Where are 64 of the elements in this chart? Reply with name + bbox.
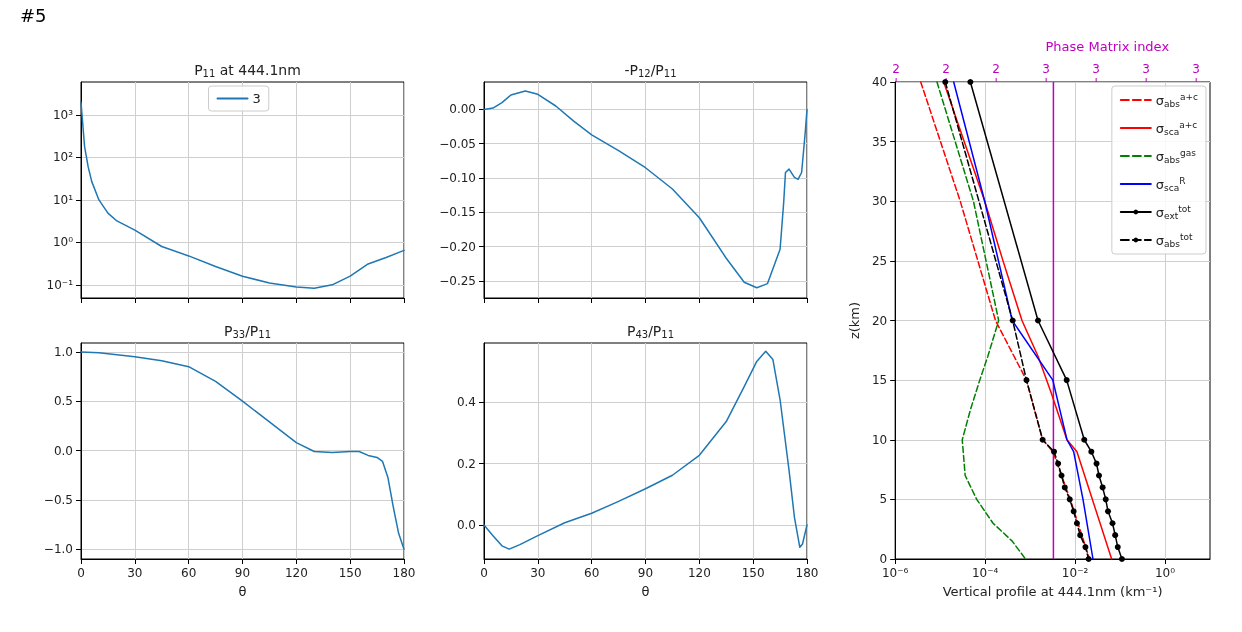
- x-tick-label: 30: [530, 566, 546, 580]
- y-tick-label: 5: [879, 492, 888, 507]
- line-series: [483, 90, 808, 289]
- y-tick-label: 0.5: [53, 394, 73, 409]
- y-tick-label: 10: [871, 432, 888, 447]
- y-tick-label: 35: [871, 134, 888, 149]
- x-tick-label: 120: [284, 566, 308, 580]
- y-tick-label: 0.00: [449, 102, 476, 117]
- line-series: [80, 101, 405, 290]
- y-tick-label: 0.0: [53, 443, 73, 458]
- y-tick-label: −0.10: [439, 171, 476, 185]
- y-tick-label: 40: [871, 75, 888, 89]
- y-tick-label: −0.20: [439, 239, 476, 254]
- y-axis-title: z(km): [847, 301, 862, 340]
- y-tick-label: 30: [871, 194, 888, 209]
- y-tick-label: 0.4: [456, 395, 476, 410]
- x-axis-title: θ: [238, 584, 247, 599]
- text: 2: [942, 62, 950, 76]
- y-tick-label: −0.15: [439, 205, 476, 220]
- x-tick-label: 180: [392, 566, 416, 580]
- y-tick-label: 20: [871, 313, 888, 328]
- text: 3: [1192, 62, 1200, 76]
- y-tick-label: 0.0: [456, 517, 476, 532]
- x-tick-label: 0: [480, 566, 488, 580]
- x-axis-title: θ: [641, 584, 650, 599]
- text: 2: [892, 62, 900, 76]
- x-tick-label: 120: [687, 566, 711, 580]
- text: 3: [1092, 62, 1100, 76]
- x-tick-label: 60: [584, 566, 600, 580]
- y-tick-label: 10³: [52, 108, 74, 123]
- y-tick-label: 25: [871, 253, 888, 268]
- x-tick-label: 10⁻⁴: [971, 566, 999, 580]
- x-tick-label: 150: [338, 566, 362, 580]
- y-tick-label: 15: [871, 373, 888, 388]
- y-tick-label: 1.0: [53, 344, 73, 359]
- x2-axis-title: Phase Matrix index: [1045, 39, 1170, 54]
- x-axis-title: Vertical profile at 444.1nm (km⁻¹): [942, 584, 1163, 599]
- y-tick-label: 10⁻¹: [46, 277, 74, 292]
- y-tick-label: 0.2: [456, 456, 476, 471]
- x-tick-label: 150: [741, 566, 765, 580]
- y-tick-label: −0.05: [439, 136, 476, 151]
- y-tick-label: −0.25: [439, 273, 476, 288]
- y-tick-label: 10¹: [52, 192, 74, 207]
- x-tick-label: 0: [77, 566, 85, 580]
- y-tick-label: −0.5: [43, 492, 73, 507]
- text: #5: [20, 4, 47, 26]
- line-series: [483, 350, 808, 550]
- x-tick-label: 10⁰: [1154, 566, 1176, 580]
- y-tick-label: 10⁰: [52, 235, 74, 250]
- x-tick-label: 10⁻²: [1061, 566, 1089, 580]
- text: 3: [1142, 62, 1150, 76]
- legend-label: 3: [252, 91, 261, 106]
- x-tick-label: 90: [637, 566, 654, 580]
- text: 2: [992, 62, 1000, 76]
- x-tick-label: 60: [181, 566, 197, 580]
- x-tick-label: 10⁻⁶: [881, 566, 909, 580]
- x-tick-label: 180: [795, 566, 819, 580]
- y-tick-label: 10²: [52, 150, 74, 165]
- text: 3: [1042, 62, 1050, 76]
- line-series: [80, 351, 405, 550]
- y-tick-label: 0: [879, 552, 888, 566]
- y-tick-label: −1.0: [43, 542, 73, 557]
- x-tick-label: 30: [127, 566, 143, 580]
- x-tick-label: 90: [234, 566, 251, 580]
